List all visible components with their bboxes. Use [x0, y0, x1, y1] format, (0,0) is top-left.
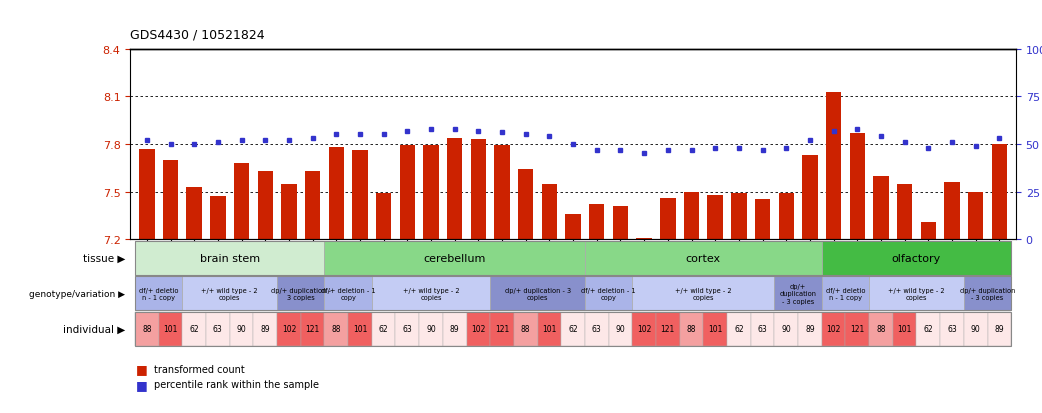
Text: dp/+ duplication -
3 copies: dp/+ duplication - 3 copies: [271, 287, 330, 300]
Bar: [754, 200, 770, 240]
Text: +/+ wild type - 2
copies: +/+ wild type - 2 copies: [888, 287, 945, 300]
Text: dp/+
duplication
- 3 copies: dp/+ duplication - 3 copies: [779, 283, 817, 304]
Text: 89: 89: [994, 325, 1004, 334]
Text: ■: ■: [135, 362, 147, 375]
Text: 88: 88: [687, 325, 696, 334]
Text: 90: 90: [616, 325, 625, 334]
Bar: [684, 192, 699, 240]
Text: 63: 63: [592, 325, 601, 334]
Text: 102: 102: [471, 325, 486, 334]
Text: 121: 121: [495, 325, 510, 334]
Text: +/+ wild type - 2
copies: +/+ wild type - 2 copies: [201, 287, 258, 300]
Bar: [778, 194, 794, 240]
Text: individual ▶: individual ▶: [63, 324, 125, 334]
Text: cortex: cortex: [686, 253, 721, 263]
Text: 121: 121: [305, 325, 320, 334]
Text: 62: 62: [734, 325, 744, 334]
Text: dp/+ duplication - 3
copies: dp/+ duplication - 3 copies: [504, 287, 571, 300]
Text: 88: 88: [331, 325, 341, 334]
Text: 62: 62: [923, 325, 934, 334]
Text: 102: 102: [637, 325, 651, 334]
Bar: [849, 133, 865, 240]
Text: 62: 62: [379, 325, 389, 334]
Text: 63: 63: [947, 325, 957, 334]
Bar: [708, 195, 723, 240]
Text: ■: ■: [135, 378, 147, 391]
Text: 101: 101: [542, 325, 556, 334]
Bar: [944, 183, 960, 240]
Bar: [281, 184, 297, 240]
Text: 101: 101: [897, 325, 912, 334]
Text: df/+ deletio
n - 1 copy: df/+ deletio n - 1 copy: [139, 287, 178, 300]
Text: 90: 90: [237, 325, 246, 334]
Text: percentile rank within the sample: percentile rank within the sample: [154, 380, 319, 389]
Text: 101: 101: [708, 325, 722, 334]
Text: brain stem: brain stem: [200, 253, 259, 263]
Bar: [826, 92, 841, 240]
Text: 102: 102: [281, 325, 296, 334]
Text: +/+ wild type - 2
copies: +/+ wild type - 2 copies: [675, 287, 731, 300]
Text: 89: 89: [805, 325, 815, 334]
Bar: [400, 146, 415, 240]
Text: 121: 121: [661, 325, 675, 334]
Text: GDS4430 / 10521824: GDS4430 / 10521824: [130, 28, 265, 41]
Bar: [233, 164, 249, 240]
Text: olfactory: olfactory: [892, 253, 941, 263]
Text: 101: 101: [164, 325, 178, 334]
Text: df/+ deletio
n - 1 copy: df/+ deletio n - 1 copy: [825, 287, 865, 300]
Bar: [447, 138, 463, 240]
Text: 88: 88: [521, 325, 530, 334]
Text: 62: 62: [568, 325, 578, 334]
Bar: [992, 145, 1007, 240]
Text: 89: 89: [450, 325, 460, 334]
Bar: [140, 150, 154, 240]
Bar: [328, 148, 344, 240]
Text: 63: 63: [213, 325, 223, 334]
Bar: [423, 146, 439, 240]
Text: transformed count: transformed count: [154, 364, 245, 374]
Bar: [518, 170, 534, 240]
Text: 90: 90: [971, 325, 981, 334]
Text: 121: 121: [850, 325, 865, 334]
Bar: [352, 151, 368, 240]
Bar: [802, 156, 818, 240]
Text: df/+ deletion - 1
copy: df/+ deletion - 1 copy: [321, 287, 375, 300]
Text: df/+ deletion - 1
copy: df/+ deletion - 1 copy: [581, 287, 636, 300]
Text: 101: 101: [353, 325, 367, 334]
Bar: [897, 184, 913, 240]
Bar: [163, 160, 178, 240]
Bar: [305, 171, 320, 240]
Bar: [637, 238, 652, 240]
Bar: [566, 214, 580, 240]
Bar: [968, 192, 984, 240]
Bar: [731, 194, 746, 240]
Text: cerebellum: cerebellum: [423, 253, 486, 263]
Text: tissue ▶: tissue ▶: [82, 253, 125, 263]
Bar: [210, 197, 225, 240]
Bar: [187, 188, 202, 240]
Text: 90: 90: [426, 325, 436, 334]
Bar: [589, 205, 604, 240]
Bar: [921, 222, 936, 240]
Bar: [542, 184, 557, 240]
Text: 63: 63: [402, 325, 413, 334]
Text: 90: 90: [782, 325, 791, 334]
Text: +/+ wild type - 2
copies: +/+ wild type - 2 copies: [402, 287, 460, 300]
Text: dp/+ duplication
- 3 copies: dp/+ duplication - 3 copies: [960, 287, 1015, 300]
Text: 62: 62: [190, 325, 199, 334]
Bar: [471, 140, 486, 240]
Bar: [661, 198, 675, 240]
Text: 88: 88: [876, 325, 886, 334]
Bar: [376, 194, 392, 240]
Text: 63: 63: [758, 325, 767, 334]
Bar: [257, 171, 273, 240]
Bar: [613, 206, 628, 240]
Text: 89: 89: [260, 325, 270, 334]
Text: genotype/variation ▶: genotype/variation ▶: [29, 289, 125, 298]
Text: 88: 88: [142, 325, 151, 334]
Bar: [494, 146, 510, 240]
Text: 102: 102: [826, 325, 841, 334]
Bar: [873, 176, 889, 240]
